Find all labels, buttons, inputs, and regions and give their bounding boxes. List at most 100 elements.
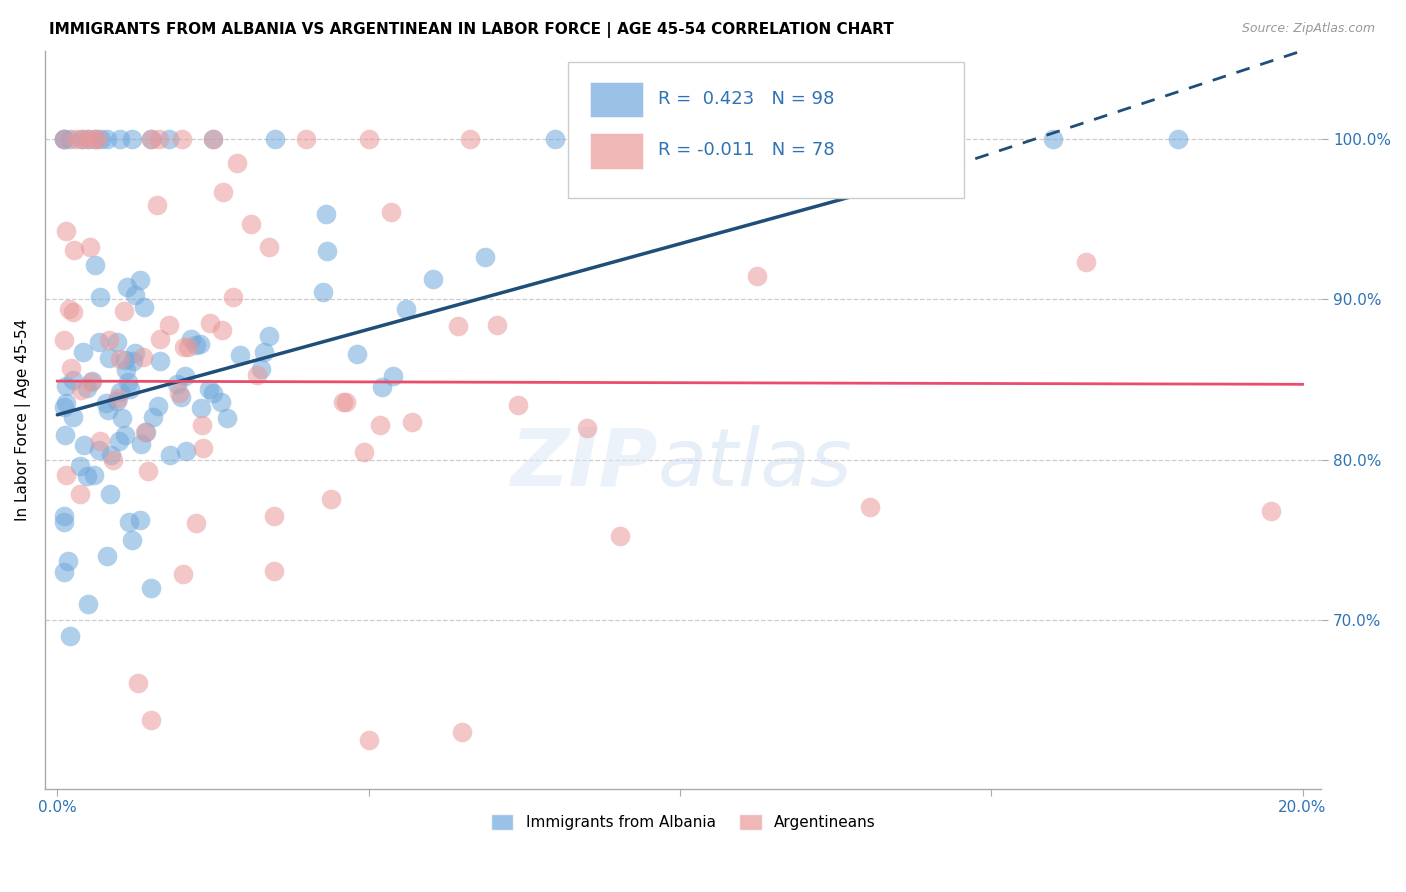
Point <box>146 400 169 414</box>
Point <box>121 132 143 146</box>
Point <box>83 132 105 146</box>
Point <box>253 345 276 359</box>
Point <box>96 132 118 146</box>
Point <box>114 428 136 442</box>
Point <box>197 382 219 396</box>
Point <box>132 350 155 364</box>
Text: Source: ZipAtlas.com: Source: ZipAtlas.com <box>1241 22 1375 36</box>
Point <box>52 132 75 146</box>
Point <box>70 132 93 146</box>
Point <box>62 243 84 257</box>
Point <box>114 353 136 368</box>
Point <box>401 415 423 429</box>
Point <box>173 369 195 384</box>
Point <box>76 381 98 395</box>
Point <box>1042 132 1064 146</box>
Point <box>1167 132 1189 146</box>
Point <box>69 383 91 397</box>
Point <box>129 273 152 287</box>
Point <box>167 386 190 401</box>
Point <box>745 268 768 283</box>
Point <box>346 347 368 361</box>
Point <box>184 338 207 352</box>
Point <box>77 132 100 146</box>
Point <box>368 418 391 433</box>
Point <box>52 565 75 579</box>
Point <box>148 132 170 146</box>
Point <box>111 410 134 425</box>
Point <box>173 340 195 354</box>
Point <box>59 361 82 376</box>
Point <box>55 378 77 392</box>
Point <box>609 528 631 542</box>
Point <box>240 217 263 231</box>
Point <box>56 554 79 568</box>
Point <box>89 434 111 448</box>
Point <box>170 390 193 404</box>
Point <box>83 132 105 146</box>
Point <box>97 333 120 347</box>
Point <box>98 351 121 365</box>
Point <box>52 400 75 414</box>
Point <box>124 288 146 302</box>
Point <box>246 368 269 382</box>
Point <box>201 132 224 146</box>
Point <box>108 352 131 367</box>
Point <box>215 411 238 425</box>
Point <box>59 629 82 643</box>
Point <box>118 516 141 530</box>
Point <box>139 132 162 146</box>
Point <box>332 395 354 409</box>
Point <box>177 340 200 354</box>
Point <box>79 239 101 253</box>
Point <box>257 328 280 343</box>
Point <box>211 185 233 199</box>
Point <box>544 132 567 146</box>
Point <box>1260 504 1282 518</box>
Point <box>97 402 120 417</box>
Point <box>139 132 162 146</box>
Legend: Immigrants from Albania, Argentineans: Immigrants from Albania, Argentineans <box>485 808 882 836</box>
Point <box>79 375 101 389</box>
FancyBboxPatch shape <box>591 82 644 117</box>
Point <box>136 464 159 478</box>
Point <box>184 516 207 531</box>
Point <box>166 377 188 392</box>
Point <box>94 396 117 410</box>
Point <box>149 353 172 368</box>
FancyBboxPatch shape <box>591 133 644 169</box>
Point <box>117 375 139 389</box>
Point <box>474 250 496 264</box>
Point <box>157 132 180 146</box>
Point <box>108 434 131 449</box>
Point <box>59 132 82 146</box>
Y-axis label: In Labor Force | Age 45-54: In Labor Force | Age 45-54 <box>15 318 31 521</box>
Point <box>87 443 110 458</box>
Point <box>312 285 335 300</box>
Point <box>134 425 156 439</box>
Point <box>53 334 76 348</box>
Point <box>112 304 135 318</box>
Point <box>264 132 287 146</box>
Point <box>226 155 249 169</box>
Point <box>105 334 128 349</box>
Point <box>127 675 149 690</box>
Point <box>135 425 157 439</box>
Point <box>380 205 402 219</box>
Text: atlas: atlas <box>658 425 852 503</box>
Point <box>1076 255 1098 269</box>
Point <box>188 337 211 351</box>
Point <box>52 508 75 523</box>
Point <box>485 318 508 333</box>
Point <box>319 491 342 506</box>
Point <box>451 725 474 739</box>
Point <box>107 391 129 405</box>
Point <box>139 581 162 595</box>
Point <box>221 290 243 304</box>
Point <box>170 132 193 146</box>
Point <box>395 301 418 316</box>
Point <box>77 597 100 611</box>
Point <box>315 244 337 259</box>
Point <box>70 132 93 146</box>
Point <box>90 132 112 146</box>
